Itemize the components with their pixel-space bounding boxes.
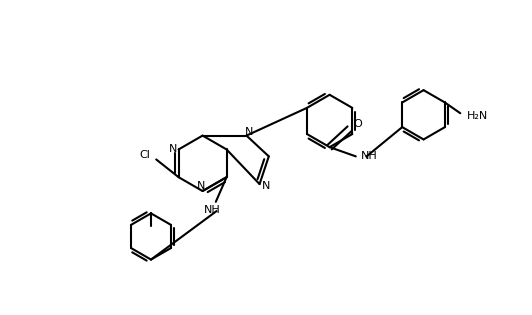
Text: N: N [262,181,270,192]
Text: NH: NH [204,204,221,215]
Text: O: O [353,119,362,129]
Text: N: N [245,127,254,137]
Text: Cl: Cl [139,150,150,160]
Text: N: N [197,181,205,192]
Text: H₂N: H₂N [467,111,488,121]
Text: N: N [169,145,177,154]
Text: NH: NH [360,152,377,161]
